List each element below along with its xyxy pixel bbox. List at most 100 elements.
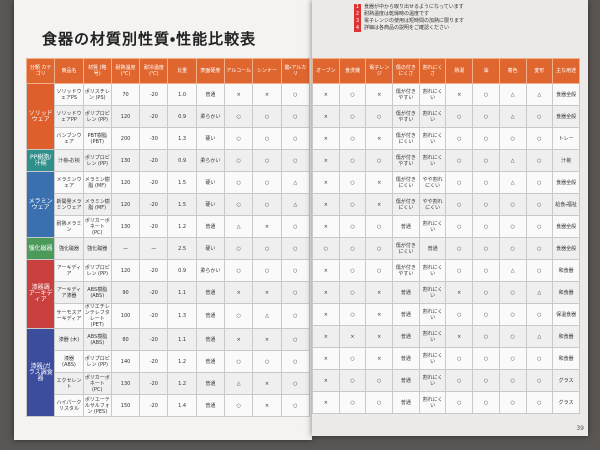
performance-cell: ○ bbox=[472, 149, 500, 172]
performance-cell: × bbox=[312, 281, 340, 304]
performance-cell: やや割れにくい bbox=[418, 193, 447, 216]
performance-cell: ○ bbox=[445, 149, 474, 172]
performance-cell: × bbox=[365, 347, 394, 370]
property-cell: 1.1 bbox=[167, 281, 197, 304]
property-cell: ○ bbox=[224, 193, 254, 216]
performance-cell: ○ bbox=[472, 303, 500, 326]
column-header: 油 bbox=[472, 58, 500, 84]
performance-cell: ○ bbox=[445, 303, 474, 326]
performance-cell: ○ bbox=[525, 259, 554, 282]
column-header: 分類 カテゴリ bbox=[25, 58, 56, 84]
performance-cell: ○ bbox=[338, 171, 367, 194]
performance-cell: ○ bbox=[525, 193, 554, 216]
performance-cell: × bbox=[365, 281, 394, 304]
performance-cell: 割れにくい bbox=[418, 347, 447, 370]
performance-cell: ○ bbox=[365, 259, 394, 282]
column-header: オーブン bbox=[312, 58, 340, 84]
property-cell: × bbox=[224, 328, 254, 351]
note-marker: 3 bbox=[354, 18, 361, 25]
performance-cell: △ bbox=[525, 281, 554, 304]
performance-cell: 普通 bbox=[392, 325, 420, 348]
performance-cell: ○ bbox=[445, 193, 474, 216]
performance-cell: ○ bbox=[498, 193, 527, 216]
performance-cell: × bbox=[338, 325, 367, 348]
performance-cell: ○ bbox=[445, 171, 474, 194]
performance-cell: ○ bbox=[338, 193, 367, 216]
property-cell: 200 bbox=[110, 127, 141, 150]
property-cell: 普通 bbox=[195, 83, 226, 106]
performance-cell: ○ bbox=[525, 215, 554, 238]
material: ポリエチレンテレフタレート (PET) bbox=[82, 303, 112, 329]
product-name: ソリッドウェアPS bbox=[54, 83, 84, 106]
product-name: エクセレント bbox=[54, 372, 84, 395]
column-header: 耐熱温度 (℃) bbox=[110, 58, 141, 84]
property-cell: 70 bbox=[110, 83, 141, 106]
performance-cell: 食器全般 bbox=[552, 83, 580, 106]
performance-cell: 普通 bbox=[392, 369, 420, 392]
performance-cell: ○ bbox=[472, 281, 500, 304]
performance-cell: 普通 bbox=[392, 347, 420, 370]
table-row: × ○ ○ 普通 割れにくい ○ ○ ○ ○ グラス bbox=[312, 369, 580, 392]
performance-cell: 和食器 bbox=[552, 347, 580, 370]
performance-cell: 和食器 bbox=[552, 281, 580, 304]
performance-cell: ○ bbox=[498, 303, 527, 326]
table-row: アーキディア漆器 ABS樹脂 (ABS) 90 -20 1.1 普通 × × ○ bbox=[27, 281, 311, 304]
performance-cell: 割れにくい bbox=[418, 369, 447, 392]
page-title: 食器の材質別性質・性能比較表 bbox=[42, 30, 257, 48]
property-cell: -20 bbox=[139, 394, 169, 417]
performance-cell: グラス bbox=[552, 391, 580, 414]
property-cell: ○ bbox=[224, 303, 254, 329]
performance-cell: ○ bbox=[498, 281, 527, 304]
table-row: ○ ○ ○ 傷が付きにくい 普通 ○ ○ ○ ○ 食器全般 bbox=[312, 237, 580, 260]
performance-cell: ○ bbox=[338, 281, 367, 304]
property-cell: × bbox=[252, 281, 282, 304]
property-cell: 硬い bbox=[195, 193, 226, 216]
performance-cell: × bbox=[312, 105, 340, 128]
table-row: バンブンウェア PBT樹脂 (PBT) 200 -30 1.3 硬い ○ ○ ○ bbox=[27, 127, 311, 150]
property-cell: ○ bbox=[224, 171, 254, 194]
property-cell: ○ bbox=[252, 237, 282, 260]
material: ポリプロピレン (PP) bbox=[82, 105, 112, 128]
property-cell: — bbox=[110, 237, 141, 260]
property-cell: 0.9 bbox=[167, 259, 197, 282]
property-cell: △ bbox=[224, 372, 254, 395]
table-row: 強化磁器 強化磁器 強化磁器 — —2.5 硬い ○ ○ ○ bbox=[25, 237, 311, 260]
product-name: 漆器 (ABS) bbox=[54, 350, 84, 373]
property-cell: ○ bbox=[280, 350, 311, 373]
property-cell: ○ bbox=[280, 237, 311, 260]
performance-cell: 普通 bbox=[392, 215, 420, 238]
category-cell: メラミンウェア bbox=[25, 171, 56, 238]
table-row: × ○ × 傷が付きやすい 割れにくい × ○ △ △ 食器全般 bbox=[312, 83, 580, 106]
table-row: × ○ × 傷が付きにくい やや割れにくい ○ ○ △ ○ 食器全般 bbox=[312, 171, 580, 194]
performance-cell: ○ bbox=[525, 171, 554, 194]
column-header: 商品名 bbox=[54, 58, 84, 84]
product-name: 耐熱メラミン bbox=[54, 215, 84, 238]
property-cell: 2.5 bbox=[167, 237, 197, 260]
performance-cell: × bbox=[365, 193, 394, 216]
property-cell: △ bbox=[252, 303, 282, 329]
table-row: × ○ × 普通 割れにくい × ○ ○ △ 和食器 bbox=[312, 281, 580, 304]
material: メラミン樹脂 (MF) bbox=[82, 171, 112, 194]
property-cell: ○ bbox=[224, 105, 254, 128]
property-cell: ○ bbox=[280, 127, 311, 150]
product-name: 強化磁器 bbox=[54, 237, 84, 260]
note-marker: 4 bbox=[354, 25, 361, 32]
table-row: ソリッドウェア ソリッドウェアPS ポリスチレン (PS) 70 -20 1.0 普通 × × ○ bbox=[25, 83, 311, 150]
property-cell: ○ bbox=[252, 193, 282, 216]
property-cell: -20 bbox=[139, 83, 169, 106]
performance-cell: 割れにくい bbox=[418, 303, 447, 326]
note-marker: 2 bbox=[354, 11, 361, 18]
performance-cell: ○ bbox=[445, 127, 474, 150]
performance-cell: △ bbox=[498, 83, 527, 106]
performance-cell: ○ bbox=[365, 391, 394, 414]
performance-cell: 割れにくい bbox=[418, 127, 447, 150]
performance-cell: 食器全般 bbox=[552, 215, 580, 238]
property-cell: 130 bbox=[110, 149, 141, 172]
column-header: 変形 bbox=[525, 58, 554, 84]
table-row: × ○ × 傷が付きにくい やや割れにくい ○ ○ ○ ○ 給食・福祉 bbox=[312, 193, 580, 216]
note: 4 詳細は各商品の説明をご確認ください bbox=[354, 25, 464, 32]
performance-cell: △ bbox=[498, 171, 527, 194]
property-cell: -20 bbox=[139, 259, 169, 282]
column-header: 耐冷温度 (℃) bbox=[139, 58, 169, 84]
performance-cell: ○ bbox=[338, 83, 367, 106]
